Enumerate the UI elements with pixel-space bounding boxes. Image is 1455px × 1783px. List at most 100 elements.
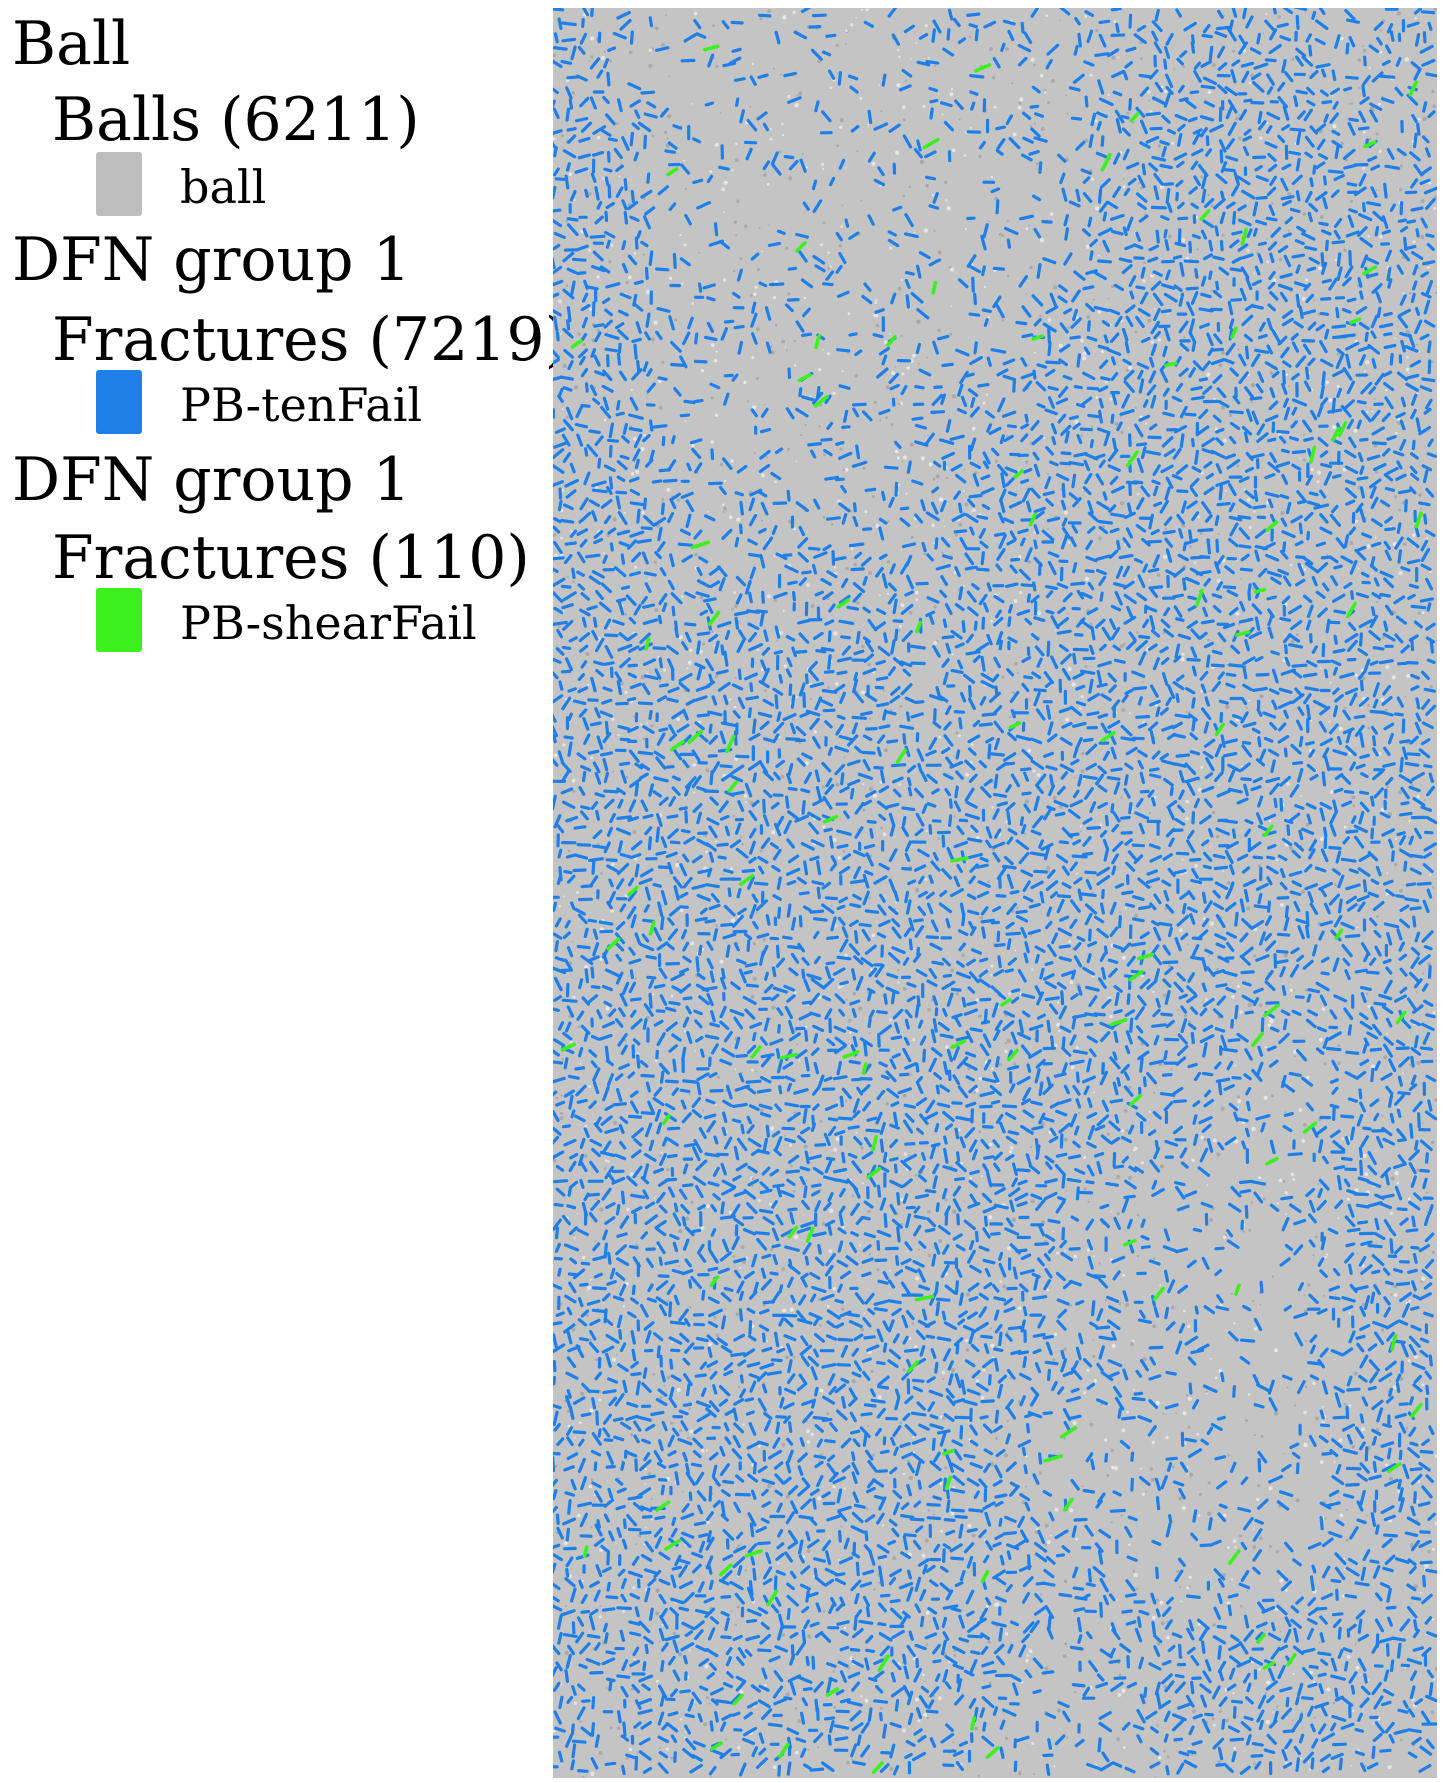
ball-speckle <box>1237 1099 1242 1104</box>
ball-speckle <box>713 644 715 647</box>
ball-speckle <box>728 1211 732 1214</box>
tension-crack <box>998 639 1003 651</box>
tension-crack <box>1185 99 1197 110</box>
ball-speckle <box>881 1524 885 1527</box>
ball-speckle <box>1333 1358 1336 1361</box>
ball-speckle <box>710 1776 712 1778</box>
tension-crack <box>1049 292 1058 308</box>
ball-speckle <box>1434 1098 1437 1102</box>
ball-speckle <box>894 449 899 454</box>
tension-crack <box>629 488 641 496</box>
ball-speckle <box>1310 719 1313 722</box>
tension-crack <box>1210 358 1226 366</box>
tension-crack <box>1212 290 1223 299</box>
tension-crack <box>1217 84 1228 95</box>
ball-speckle <box>841 1307 845 1311</box>
ball-speckle <box>983 1539 986 1542</box>
ball-speckle <box>1156 1724 1159 1727</box>
ball-speckle <box>670 1756 674 1760</box>
tension-crack <box>755 609 768 614</box>
ball-speckle <box>852 557 854 560</box>
tension-crack <box>890 292 897 305</box>
tension-crack <box>1190 160 1199 171</box>
tension-crack <box>1132 243 1144 250</box>
tension-crack <box>1319 385 1325 399</box>
tension-crack <box>702 597 717 603</box>
tension-crack <box>1268 43 1282 55</box>
ball-speckle <box>1107 297 1110 300</box>
tension-crack <box>1251 279 1262 286</box>
tension-crack <box>1333 174 1345 181</box>
tension-crack <box>799 158 807 173</box>
ball-speckle <box>1181 652 1185 656</box>
ball-speckle <box>933 229 936 232</box>
tension-crack <box>1089 238 1098 248</box>
ball-speckle <box>1187 1324 1191 1329</box>
ball-speckle <box>1394 862 1398 867</box>
tension-crack <box>1094 52 1110 58</box>
ball-speckle <box>1005 1585 1008 1588</box>
ball-speckle <box>981 1175 983 1177</box>
ball-speckle <box>1341 1137 1344 1140</box>
ball-speckle <box>1210 289 1214 292</box>
tension-crack <box>1009 564 1018 574</box>
ball-speckle <box>1054 1332 1057 1336</box>
tension-crack <box>1409 465 1418 475</box>
tension-crack <box>640 189 653 199</box>
ball-speckle <box>1057 1001 1060 1004</box>
tension-crack <box>1041 529 1055 542</box>
ball-speckle <box>963 1200 966 1203</box>
ball-speckle <box>1286 782 1290 786</box>
ball-speckle <box>955 731 959 735</box>
ball-speckle <box>899 1421 902 1424</box>
tension-crack <box>1427 340 1432 354</box>
tension-crack <box>603 167 613 173</box>
ball-speckle <box>1424 1563 1429 1568</box>
tension-crack <box>1383 540 1391 551</box>
tension-crack <box>1370 496 1379 510</box>
tension-crack <box>1139 291 1149 305</box>
tension-crack <box>1384 486 1396 492</box>
ball-speckle <box>1049 1534 1052 1537</box>
ball-speckle <box>560 332 562 335</box>
tension-crack <box>566 223 579 236</box>
ball-speckle <box>1233 1322 1236 1325</box>
tension-crack <box>1370 518 1383 528</box>
tension-crack <box>786 489 791 502</box>
ball-speckle <box>1197 788 1202 792</box>
ball-speckle <box>804 761 809 766</box>
tension-crack <box>1231 256 1242 264</box>
ball-speckle <box>1351 1445 1356 1449</box>
ball-speckle <box>816 1079 819 1082</box>
tension-crack <box>904 278 911 289</box>
tension-crack <box>1241 425 1253 436</box>
ball-speckle <box>1125 368 1129 372</box>
tension-crack <box>1041 220 1053 224</box>
ball-speckle <box>919 159 925 165</box>
tension-crack <box>636 230 642 239</box>
ball-speckle <box>1212 811 1216 815</box>
tension-crack <box>1174 113 1188 122</box>
tension-crack <box>1098 97 1114 107</box>
ball-speckle <box>990 973 993 976</box>
tension-crack <box>1358 321 1370 331</box>
ball-speckle <box>570 530 574 533</box>
tension-crack <box>737 340 744 355</box>
ball-speckle <box>735 142 738 145</box>
tension-crack <box>599 265 611 274</box>
tension-crack <box>1303 282 1312 291</box>
ball-speckle <box>1159 185 1164 190</box>
tension-crack <box>1308 491 1319 497</box>
tension-crack <box>1060 451 1072 456</box>
tension-crack <box>1036 263 1042 279</box>
ball-speckle <box>648 63 653 68</box>
tension-crack <box>604 347 619 353</box>
tension-crack <box>562 386 573 392</box>
ball-speckle <box>1046 1288 1049 1292</box>
tension-crack <box>1099 359 1109 370</box>
tension-crack <box>1324 239 1329 252</box>
ball-speckle <box>714 413 719 417</box>
tension-crack <box>1244 345 1250 360</box>
ball-speckle <box>908 1337 912 1341</box>
ball-speckle <box>568 172 573 176</box>
